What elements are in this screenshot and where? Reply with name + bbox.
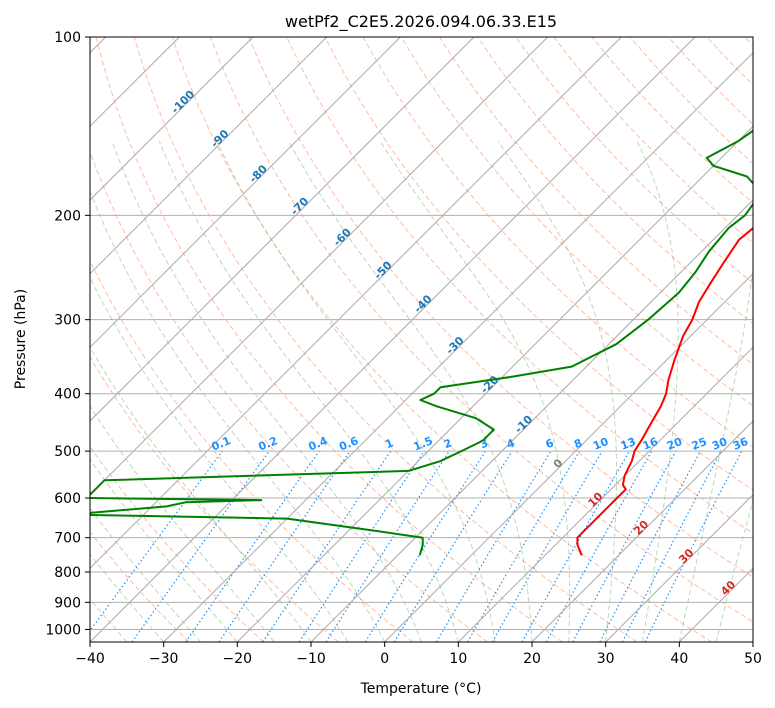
dry-adiabat-line — [210, 37, 753, 623]
x-tick-label: 10 — [449, 651, 467, 667]
isotherm-line — [90, 37, 549, 496]
dry-adiabat-line — [438, 37, 753, 366]
mixing-ratio-line — [393, 450, 513, 642]
isotherm-line — [310, 199, 753, 642]
mixing-ratio-lines — [90, 450, 743, 642]
dewpoint-profile — [90, 129, 753, 556]
x-tick-label: 20 — [523, 651, 541, 667]
dry-adiabat-line — [400, 37, 753, 407]
x-axis-ticks: −40 −30 −20 −10 0 10 20 30 40 50 — [75, 642, 762, 667]
x-tick-label: −30 — [149, 651, 179, 667]
mixing-ratio-line — [572, 450, 677, 642]
x-tick-label: −40 — [75, 651, 105, 667]
y-tick-label: 100 — [54, 30, 81, 46]
isotherm-line — [90, 37, 254, 201]
chart-title: wetPf2_C2E5.2026.094.06.33.E15 — [285, 12, 557, 32]
mixing-ratio-label: 16 — [641, 435, 660, 453]
dry-adiabat-line — [95, 37, 563, 642]
dry-adiabat-line — [90, 356, 339, 642]
y-tick-label: 400 — [54, 387, 81, 403]
x-tick-label: 50 — [744, 651, 762, 667]
mixing-ratio-label: 3 — [478, 436, 490, 451]
isotherm-line — [384, 272, 753, 642]
y-tick-label: 500 — [54, 444, 81, 460]
mixing-ratio-line — [262, 450, 392, 642]
x-axis-label: Temperature (°C) — [360, 681, 482, 697]
y-tick-label: 900 — [54, 595, 81, 611]
dry-adiabat-line — [248, 37, 753, 578]
dry-adiabat-line — [133, 37, 638, 642]
mixing-ratio-line — [131, 450, 270, 642]
y-tick-label: 200 — [54, 208, 81, 224]
isotherm-line — [605, 493, 753, 642]
isotherm-line — [90, 37, 622, 570]
mixing-ratio-label: 1 — [383, 436, 395, 451]
y-axis-ticks: 100 200 300 400 500 600 700 800 900 1000 — [45, 30, 90, 638]
mixing-ratio-label: 25 — [690, 435, 709, 453]
mixing-ratio-line — [90, 450, 223, 632]
mixing-ratio-line — [298, 450, 425, 642]
isotherm-line — [90, 37, 401, 349]
mixing-ratio-line — [218, 450, 351, 642]
x-tick-label: 0 — [380, 651, 389, 667]
isotherm-line — [163, 51, 753, 642]
dry-adiabat-line — [90, 150, 488, 642]
sounding-profiles — [90, 129, 753, 556]
mixing-ratio-line — [325, 450, 450, 642]
x-tick-label: 30 — [597, 651, 615, 667]
dry-adiabat-line — [515, 37, 753, 284]
y-tick-label: 1000 — [45, 622, 81, 638]
mixing-ratio-label: 2 — [442, 436, 454, 451]
y-tick-label: 300 — [54, 313, 81, 329]
dry-adiabat-line — [90, 531, 190, 642]
mixing-ratio-line — [521, 450, 631, 642]
mixing-ratio-line — [644, 450, 743, 642]
y-tick-label: 800 — [54, 565, 81, 581]
y-axis-label: Pressure (hPa) — [13, 289, 29, 389]
plot-frame — [89, 36, 754, 643]
isotherm-line — [90, 37, 696, 642]
isotherm-line — [90, 37, 475, 422]
mixing-ratio-line — [185, 450, 320, 642]
isotherm-line — [90, 37, 328, 275]
dry-adiabat-line — [90, 445, 264, 642]
dry-adiabat-line — [324, 37, 753, 491]
x-tick-label: −10 — [296, 651, 326, 667]
y-tick-label: 600 — [54, 491, 81, 507]
x-tick-label: −20 — [223, 651, 253, 667]
dry-adiabats — [90, 37, 753, 642]
mixing-ratio-label: 13 — [619, 435, 638, 453]
mixing-ratio-label: 8 — [572, 436, 584, 451]
mixing-ratio-label: 10 — [591, 435, 610, 453]
mixing-ratio-label: 20 — [665, 435, 684, 453]
isotherm-line — [531, 420, 753, 642]
mixing-ratio-line — [545, 450, 653, 642]
temperature-profile — [576, 226, 753, 556]
dry-adiabat-line — [171, 37, 712, 642]
pressure-gridlines — [90, 37, 753, 630]
mixing-ratio-label: 36 — [731, 435, 750, 453]
isotherms — [90, 37, 753, 642]
y-tick-label: 700 — [54, 531, 81, 547]
isotherm-line — [457, 346, 753, 642]
mixing-ratio-label: 30 — [710, 435, 729, 453]
x-tick-label: 40 — [670, 651, 688, 667]
